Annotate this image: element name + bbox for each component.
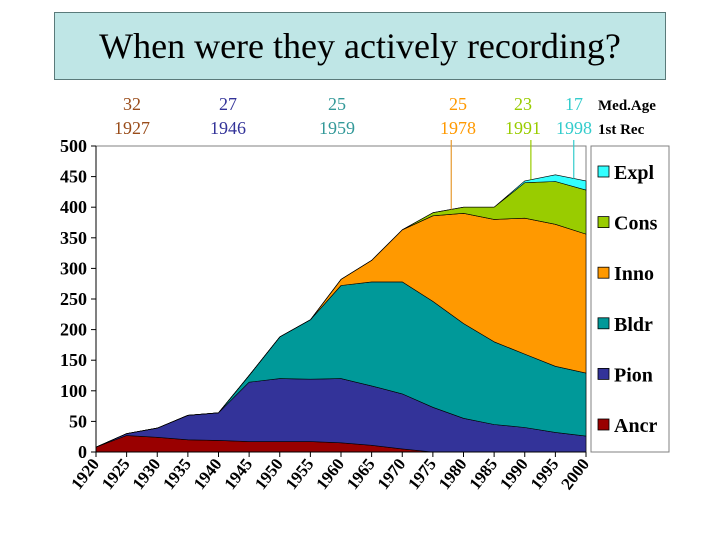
x-tick-label: 1985 — [465, 455, 501, 493]
y-tick-label: 150 — [60, 350, 87, 370]
x-tick-label: 1995 — [527, 455, 563, 493]
y-tick-label: 300 — [60, 258, 87, 278]
median-age-value: 25 — [449, 94, 467, 114]
legend-label-pion: Pion — [614, 364, 653, 386]
x-tick-label: 1930 — [128, 455, 164, 493]
area-expl — [95, 174, 587, 448]
median-age-value: 23 — [514, 94, 532, 114]
x-tick-label: 1990 — [496, 455, 532, 493]
first-rec-value: 1946 — [210, 118, 246, 138]
legend-swatch-cons — [597, 216, 610, 229]
legend-label-bldr: Bldr — [614, 314, 653, 336]
y-tick-label: 200 — [60, 320, 87, 340]
x-tick-label: 1925 — [98, 455, 134, 493]
legend-box — [590, 145, 670, 453]
y-tick-label: 100 — [60, 381, 87, 401]
title-box: When were they actively recording? — [54, 12, 666, 80]
y-tick-label: 50 — [69, 411, 87, 431]
legend-label-expl: Expl — [614, 162, 654, 184]
first-rec-value: 1998 — [556, 118, 592, 138]
x-tick-label: 1965 — [343, 455, 379, 493]
legend-label-ancr: Ancr — [614, 415, 657, 437]
median-age-value: 32 — [123, 94, 141, 114]
legend-swatch-ancr — [597, 418, 610, 431]
y-tick-label: 0 — [78, 442, 87, 462]
first-rec-value: 1991 — [505, 118, 541, 138]
median-age-row-label: Med.Age — [598, 98, 656, 114]
x-tick-label: 1940 — [190, 455, 226, 493]
legend-label-cons: Cons — [614, 213, 658, 235]
median-age-value: 25 — [328, 94, 346, 114]
legend: Expl Cons Inno Bldr Pion Ancr — [590, 145, 670, 453]
x-tick-label: 1970 — [373, 455, 409, 493]
x-tick-label: 1950 — [251, 455, 287, 493]
y-tick-label: 450 — [60, 167, 87, 187]
chart-title: When were they actively recording? — [99, 26, 621, 66]
x-tick-label: 1975 — [404, 455, 440, 493]
x-tick-label: 1980 — [435, 455, 471, 493]
y-tick-label: 400 — [60, 197, 87, 217]
y-tick-label: 500 — [60, 136, 87, 156]
legend-swatch-pion — [597, 367, 610, 380]
x-tick-label: 1955 — [282, 455, 318, 493]
legend-swatch-expl — [597, 165, 610, 178]
first-rec-value: 1927 — [114, 118, 150, 138]
x-tick-label: 1960 — [312, 455, 348, 493]
plot-area — [95, 140, 587, 453]
first-rec-row-label: 1st Rec — [598, 122, 645, 138]
median-age-value: 27 — [219, 94, 237, 114]
median-age-value: 17 — [565, 94, 583, 114]
legend-swatch-bldr — [597, 317, 610, 330]
y-tick-label: 250 — [60, 289, 87, 309]
y-tick-label: 350 — [60, 228, 87, 248]
legend-swatch-inno — [597, 266, 610, 279]
first-rec-value: 1959 — [319, 118, 355, 138]
x-tick-label: 1945 — [220, 455, 256, 493]
first-rec-value: 1978 — [440, 118, 476, 138]
annotation-table: 32 1927 27 1946 25 1959 25 1978 23 1991 17 1998 Med.… — [114, 94, 656, 138]
x-tick-label: 2000 — [557, 455, 593, 493]
x-tick-label: 1935 — [159, 455, 195, 493]
x-tick-label: 1920 — [67, 455, 103, 493]
legend-label-inno: Inno — [614, 263, 654, 285]
